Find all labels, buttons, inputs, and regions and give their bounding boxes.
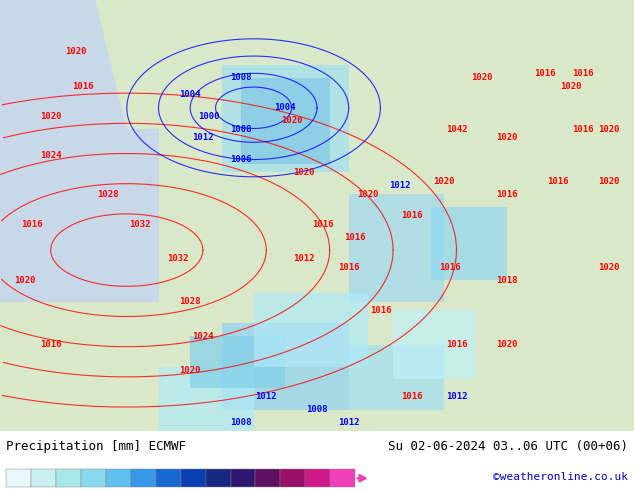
Polygon shape xyxy=(0,0,127,129)
Text: 1016: 1016 xyxy=(40,341,61,349)
Text: 1016: 1016 xyxy=(338,263,359,272)
Text: 1020: 1020 xyxy=(15,276,36,285)
Polygon shape xyxy=(0,0,634,431)
Text: 1000: 1000 xyxy=(198,112,220,121)
Text: 1016: 1016 xyxy=(344,233,366,242)
Text: 1028: 1028 xyxy=(179,297,201,306)
Text: 1016: 1016 xyxy=(401,211,423,220)
Polygon shape xyxy=(222,323,349,410)
FancyBboxPatch shape xyxy=(156,469,181,487)
Text: 1016: 1016 xyxy=(21,220,42,229)
Text: 1024: 1024 xyxy=(40,151,61,160)
Text: 1016: 1016 xyxy=(72,82,93,91)
Text: 1020: 1020 xyxy=(281,116,302,125)
Text: 1012: 1012 xyxy=(446,392,467,401)
Text: 1024: 1024 xyxy=(192,332,214,341)
Text: 1016: 1016 xyxy=(370,306,391,315)
Text: Precipitation [mm] ECMWF: Precipitation [mm] ECMWF xyxy=(6,440,186,453)
Text: 1018: 1018 xyxy=(496,276,518,285)
Text: 1020: 1020 xyxy=(179,367,201,375)
Polygon shape xyxy=(0,129,158,302)
Text: 1016: 1016 xyxy=(534,69,556,78)
Text: 1012: 1012 xyxy=(294,254,315,263)
Polygon shape xyxy=(190,336,285,388)
Text: 1008: 1008 xyxy=(230,73,252,82)
Polygon shape xyxy=(349,345,444,410)
FancyBboxPatch shape xyxy=(330,469,355,487)
Text: 1020: 1020 xyxy=(598,263,619,272)
Text: 1016: 1016 xyxy=(496,190,518,198)
FancyBboxPatch shape xyxy=(81,469,106,487)
Text: Su 02-06-2024 03..06 UTC (00+06): Su 02-06-2024 03..06 UTC (00+06) xyxy=(387,440,628,453)
Polygon shape xyxy=(349,194,444,302)
Text: 1028: 1028 xyxy=(97,190,119,198)
Text: 1012: 1012 xyxy=(256,392,277,401)
Polygon shape xyxy=(254,293,368,367)
Text: 1008: 1008 xyxy=(230,418,252,427)
Polygon shape xyxy=(158,367,254,431)
Text: 1016: 1016 xyxy=(573,69,594,78)
Text: 1016: 1016 xyxy=(446,341,467,349)
Text: 1042: 1042 xyxy=(446,125,467,134)
Text: 1006: 1006 xyxy=(230,155,252,164)
Text: 1004: 1004 xyxy=(179,90,201,99)
FancyBboxPatch shape xyxy=(6,469,31,487)
Text: 1020: 1020 xyxy=(65,47,87,56)
Text: 1020: 1020 xyxy=(598,125,619,134)
Text: 1008: 1008 xyxy=(230,125,252,134)
FancyBboxPatch shape xyxy=(305,469,330,487)
Polygon shape xyxy=(393,311,476,379)
Text: 1020: 1020 xyxy=(357,190,378,198)
Text: 1020: 1020 xyxy=(598,176,619,186)
Text: 1012: 1012 xyxy=(389,181,410,190)
Text: 1012: 1012 xyxy=(338,418,359,427)
Text: 1020: 1020 xyxy=(433,176,455,186)
Text: 1016: 1016 xyxy=(401,392,423,401)
Text: 1020: 1020 xyxy=(40,112,61,121)
Text: 1020: 1020 xyxy=(294,168,315,177)
FancyBboxPatch shape xyxy=(231,469,256,487)
Polygon shape xyxy=(241,77,330,164)
Text: 1004: 1004 xyxy=(275,103,296,112)
Text: 1020: 1020 xyxy=(496,341,518,349)
Text: 1020: 1020 xyxy=(560,82,581,91)
FancyBboxPatch shape xyxy=(56,469,81,487)
Text: 1016: 1016 xyxy=(573,125,594,134)
Text: 1020: 1020 xyxy=(471,73,493,82)
FancyBboxPatch shape xyxy=(106,469,131,487)
FancyBboxPatch shape xyxy=(280,469,305,487)
FancyBboxPatch shape xyxy=(131,469,156,487)
Text: 1032: 1032 xyxy=(129,220,150,229)
FancyBboxPatch shape xyxy=(256,469,280,487)
FancyBboxPatch shape xyxy=(31,469,56,487)
Text: 1020: 1020 xyxy=(496,133,518,143)
Text: 1012: 1012 xyxy=(192,133,214,143)
Text: 1016: 1016 xyxy=(313,220,334,229)
Text: 1032: 1032 xyxy=(167,254,188,263)
FancyBboxPatch shape xyxy=(205,469,231,487)
Polygon shape xyxy=(431,207,507,280)
FancyBboxPatch shape xyxy=(181,469,205,487)
Text: 1008: 1008 xyxy=(306,405,328,414)
Text: 1016: 1016 xyxy=(547,176,569,186)
Text: ©weatheronline.co.uk: ©weatheronline.co.uk xyxy=(493,472,628,482)
Text: 1016: 1016 xyxy=(439,263,461,272)
Polygon shape xyxy=(222,65,349,172)
